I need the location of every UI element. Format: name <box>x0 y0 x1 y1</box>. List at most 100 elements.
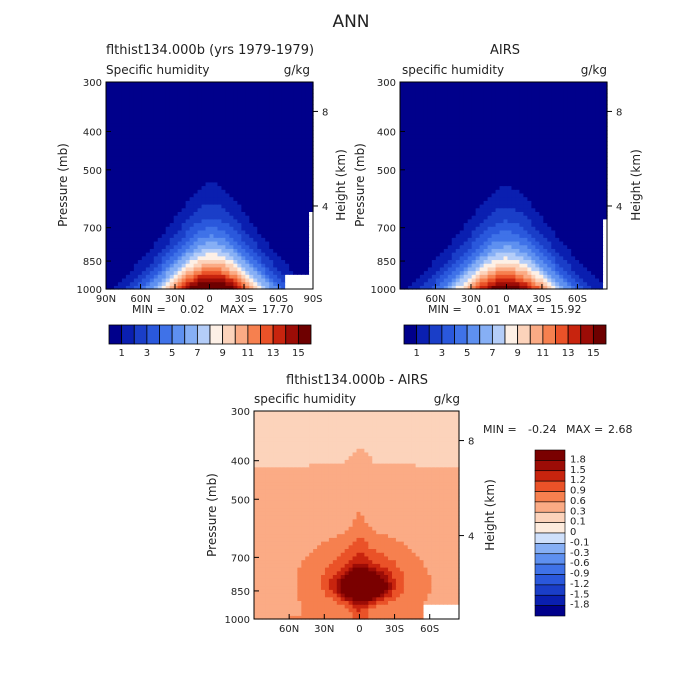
heatmap-cell <box>503 281 509 286</box>
heatmap-cell <box>415 266 421 272</box>
heatmap-cell <box>555 222 560 227</box>
heatmap-cell <box>451 211 457 216</box>
heatmap-cell <box>539 248 544 253</box>
heatmap-cell <box>265 130 270 135</box>
heatmap-cell <box>253 107 258 113</box>
heatmap-cell <box>503 174 509 179</box>
heatmap-cell <box>289 107 294 113</box>
heatmap-cell <box>109 159 115 164</box>
heatmap-cell <box>511 144 517 150</box>
heatmap-cell <box>563 185 568 190</box>
heatmap-cell <box>257 222 262 227</box>
heatmap-cell <box>137 192 143 198</box>
heatmap-cell <box>427 148 433 153</box>
heatmap-cell <box>455 240 461 246</box>
heatmap-cell <box>603 281 608 286</box>
heatmap-cell <box>133 181 139 187</box>
heatmap-cell <box>487 263 493 268</box>
heatmap-cell <box>297 281 302 286</box>
heatmap-cell <box>125 218 131 224</box>
heatmap-cell <box>435 148 441 153</box>
heatmap-cell <box>229 185 234 190</box>
heatmap-cell <box>503 215 509 220</box>
heatmap-cell <box>113 122 119 127</box>
heatmap-cell <box>400 192 405 198</box>
heatmap-cell <box>297 248 302 253</box>
heatmap-cell <box>209 233 215 238</box>
heatmap-cell <box>571 192 576 198</box>
heatmap-cell <box>567 181 572 187</box>
heatmap-cell <box>431 240 437 246</box>
heatmap-cell <box>563 233 568 238</box>
heatmap-cell <box>415 192 421 198</box>
heatmap-cell <box>225 96 230 102</box>
heatmap-cell <box>213 133 219 139</box>
heatmap-cell <box>265 152 270 157</box>
heatmap-cell <box>599 178 604 183</box>
heatmap-cell <box>431 244 437 249</box>
heatmap-cell <box>491 192 497 198</box>
heatmap-cell <box>121 270 127 275</box>
heatmap-cell <box>237 178 242 183</box>
heatmap-cell <box>225 255 230 261</box>
heatmap-cell <box>527 226 532 231</box>
heatmap-cell <box>301 252 306 257</box>
heatmap-cell <box>455 263 461 268</box>
heatmap-cell <box>499 159 505 164</box>
heatmap-cell <box>293 281 298 286</box>
heatmap-cell <box>117 263 123 268</box>
heatmap-cell <box>129 111 135 116</box>
heatmap-cell <box>543 252 548 257</box>
heatmap-cell <box>459 266 465 272</box>
heatmap-cell <box>149 118 155 124</box>
heatmap-cell <box>519 274 524 279</box>
heatmap-cell <box>567 266 572 272</box>
heatmap-cell <box>451 159 457 164</box>
heatmap-cell <box>141 130 147 135</box>
heatmap-cell <box>443 252 449 257</box>
heatmap-cell <box>523 244 528 249</box>
heatmap-cell <box>603 237 608 242</box>
heatmap-cell <box>201 152 207 157</box>
heatmap-cell <box>201 115 207 120</box>
heatmap-cell <box>113 185 119 190</box>
heatmap-cell <box>213 274 219 279</box>
heatmap-cell <box>241 93 246 98</box>
heatmap-cell <box>241 281 246 286</box>
heatmap-cell <box>539 215 544 220</box>
heatmap-cell <box>487 259 493 264</box>
heatmap-cell <box>289 170 294 176</box>
heatmap-cell <box>309 277 314 283</box>
heatmap-cell <box>579 226 584 231</box>
heatmap-cell <box>157 144 163 150</box>
heatmap-cell <box>245 233 250 238</box>
heatmap-cell <box>145 203 151 209</box>
heatmap-cell <box>599 174 604 179</box>
heatmap-cell <box>253 96 258 102</box>
heatmap-cell <box>209 170 215 176</box>
heatmap-cell <box>221 192 227 198</box>
heatmap-cell <box>241 178 246 183</box>
heatmap-cell <box>205 222 211 227</box>
heatmap-cell <box>543 181 548 187</box>
heatmap-cell <box>459 170 465 176</box>
heatmap-cell <box>415 222 421 227</box>
heatmap-cell <box>165 148 171 153</box>
heatmap-cell <box>145 126 151 131</box>
heatmap-cell <box>249 141 254 146</box>
heatmap-cell <box>555 200 560 205</box>
heatmap-cell <box>563 237 568 242</box>
heatmap-cell <box>161 211 167 216</box>
heatmap-cell <box>463 215 469 220</box>
heatmap-cell <box>106 96 111 102</box>
heatmap-cell <box>241 185 246 190</box>
heatmap-cell <box>447 255 453 261</box>
heatmap-cell <box>229 181 234 187</box>
heatmap-cell <box>293 270 298 275</box>
heatmap-cell <box>487 237 493 242</box>
heatmap-cell <box>591 266 596 272</box>
heatmap-cell <box>503 167 509 172</box>
heatmap-cell <box>535 240 540 246</box>
heatmap-cell <box>209 174 215 179</box>
heatmap-cell <box>241 96 246 102</box>
